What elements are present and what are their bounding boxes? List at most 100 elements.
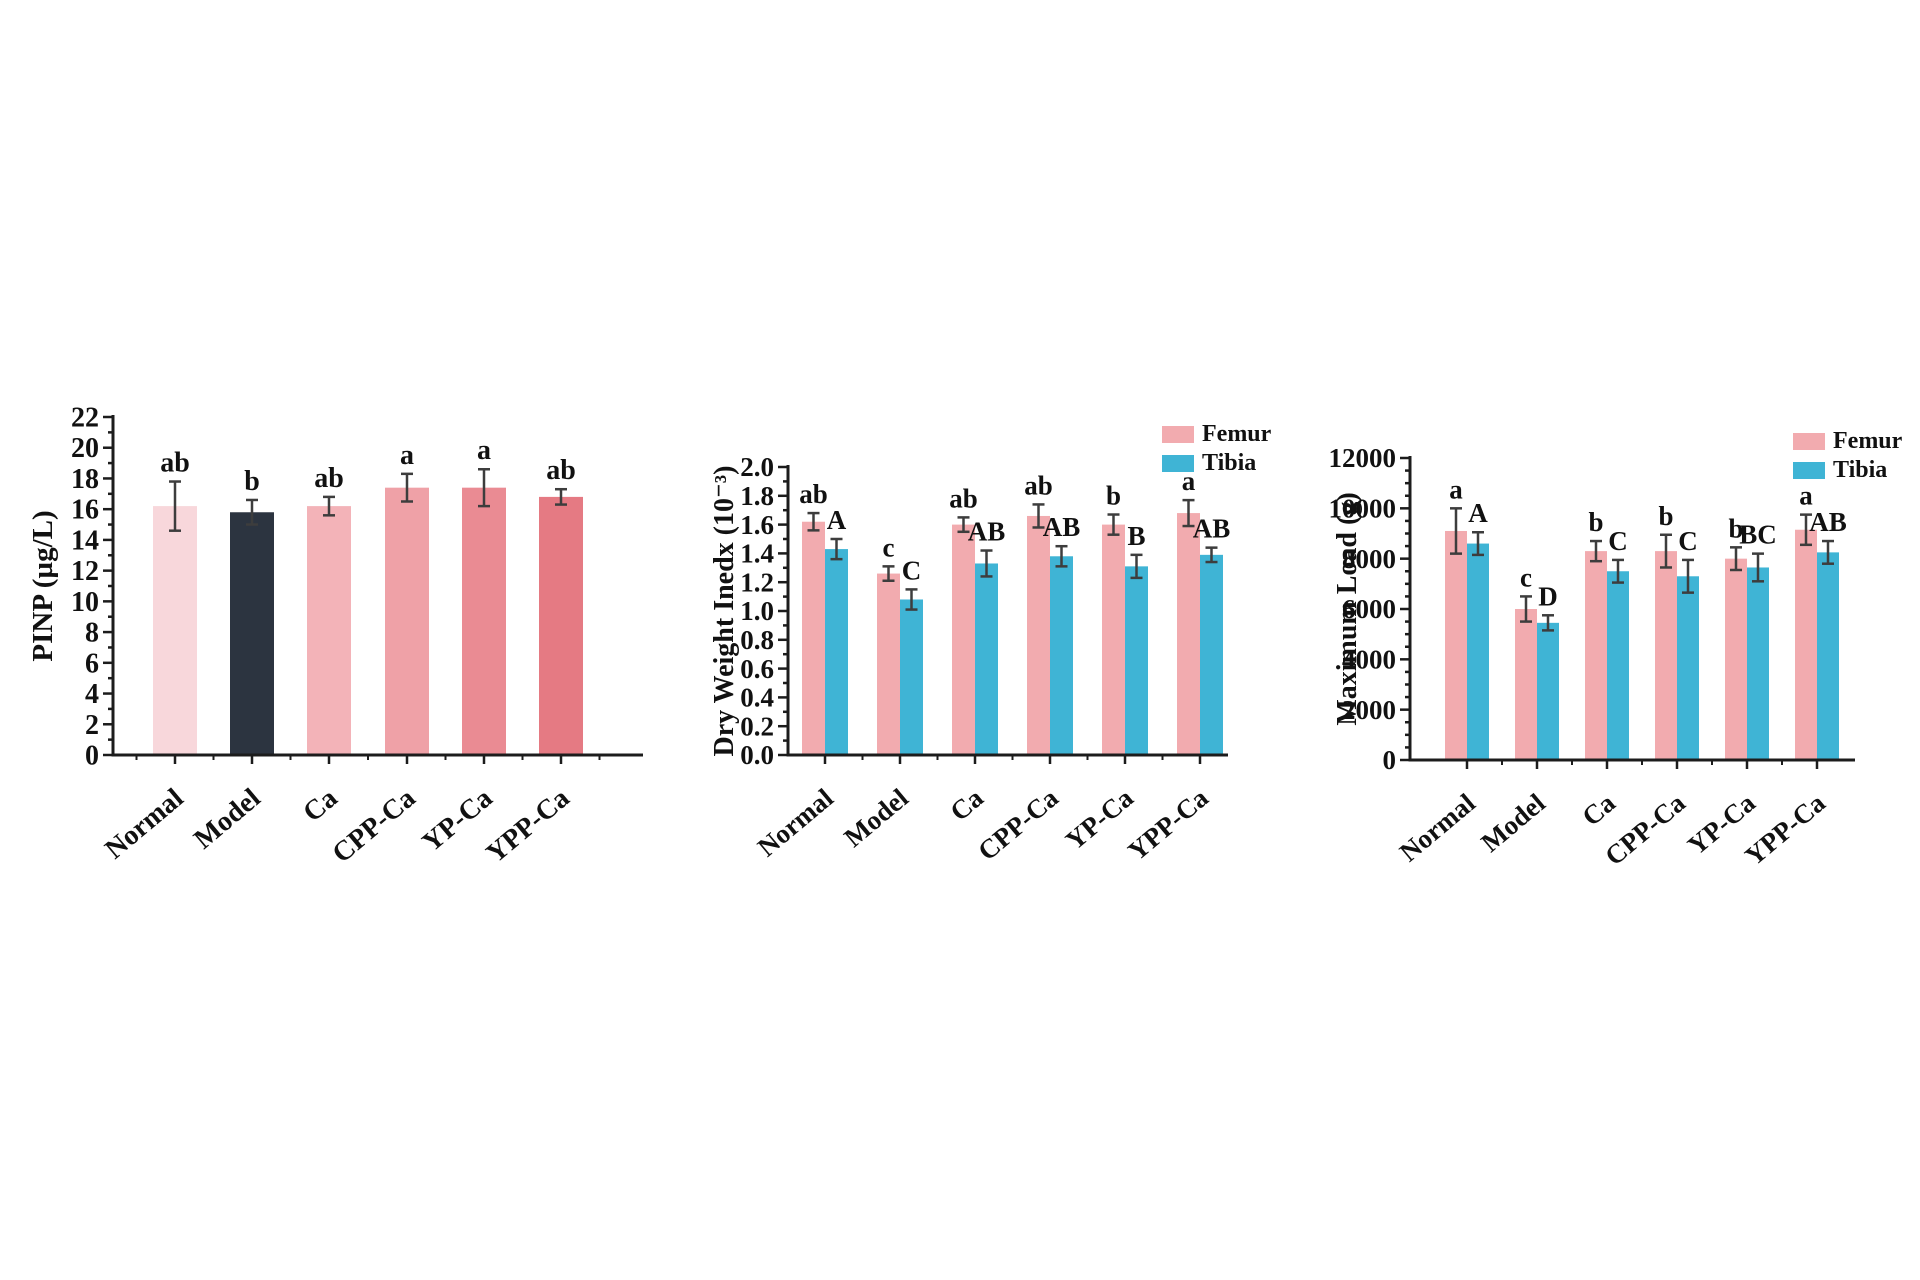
legend: Femur Tibia [1793, 428, 1903, 483]
error-bar-YP-Ca-PINP [478, 467, 490, 508]
error-bar-YPP-Ca-PINP [555, 487, 567, 506]
x-tick-label-Normal: Normal [752, 782, 839, 862]
y-tick-label: 18 [71, 464, 99, 495]
y-tick-label: 1.6 [740, 510, 774, 540]
sig-label-YP-Ca-Femur: b [1106, 481, 1121, 511]
x-tick-label-CPP-Ca: CPP-Ca [972, 782, 1064, 866]
legend-swatch-femur [1162, 426, 1194, 443]
bar-CPP-Ca-Tibia [1677, 576, 1699, 760]
y-tick-label: 2.0 [740, 452, 774, 482]
y-axis-title: Dry Weight Inedx (10⁻³) [709, 466, 740, 757]
sig-label-YP-Ca-Tibia: BC [1739, 520, 1777, 550]
sig-label-Normal-Femur: a [1449, 474, 1463, 504]
bar-Model-Femur [877, 573, 900, 755]
error-bar-Model-Femur [1520, 595, 1532, 623]
legend-label-tibia: Tibia [1833, 457, 1887, 483]
sig-label-Model-Femur: c [1520, 562, 1532, 592]
sig-label-CPP-Ca-Tibia: C [1678, 526, 1698, 556]
error-bar-Normal-Tibia [830, 537, 843, 561]
bar-Normal-Tibia [825, 549, 848, 755]
error-bar-Ca-Femur [1590, 539, 1602, 563]
bar-CPP-Ca-Femur [1027, 515, 1050, 755]
x-tick-label-CPP-Ca: CPP-Ca [327, 783, 422, 870]
bar-YP-Ca-Femur [1725, 558, 1747, 760]
bar-YPP-Ca-Femur [1177, 513, 1200, 755]
error-bar-CPP-Ca-Femur [1660, 533, 1672, 569]
y-tick-label: 8 [85, 618, 99, 649]
sig-label-CPP-Ca-Tibia: AB [1043, 512, 1081, 542]
y-tick-label: 2000 [1342, 695, 1396, 725]
legend-swatch-tibia [1162, 455, 1194, 472]
bar-Ca-Tibia [975, 563, 998, 755]
bar-Model-Tibia [1537, 622, 1559, 760]
x-tick-label-Model: Model [188, 782, 266, 855]
error-bar-CPP-Ca-Tibia [1682, 558, 1694, 594]
sig-label-Ca-Femur: ab [949, 483, 978, 513]
y-tick-label: 0 [85, 741, 99, 772]
error-bar-YP-Ca-Tibia [1130, 553, 1143, 580]
error-bar-Normal-Tibia [1472, 530, 1484, 557]
y-tick-label: 0.8 [740, 625, 774, 655]
y-tick-label: 0.0 [740, 740, 774, 770]
bar-YP-Ca-Femur [1102, 524, 1125, 755]
error-bar-YPP-Ca-Femur [1800, 513, 1812, 547]
sig-label-Normal-Tibia: A [1468, 498, 1488, 528]
bar-Normal-Femur [1445, 530, 1467, 760]
sig-label-Model-Femur: c [883, 532, 895, 562]
bar-Ca-Tibia [1607, 571, 1629, 760]
sig-label-Ca-Femur: b [1588, 507, 1603, 537]
y-tick-label: 2 [85, 710, 99, 741]
bar-Ca-Femur [1585, 551, 1607, 760]
sig-label-YPP-Ca-Femur: a [1799, 481, 1813, 511]
x-tick-label-YPP-Ca: YPP-Ca [1122, 782, 1214, 866]
error-bar-YP-Ca-Tibia [1752, 552, 1764, 583]
x-tick-label-Normal: Normal [99, 782, 189, 865]
x-tick-label-Ca: Ca [297, 783, 343, 829]
y-tick-label: 0 [1383, 745, 1397, 775]
y-tick-label: 16 [71, 495, 99, 526]
sig-label-Model-PINP: b [244, 466, 260, 497]
y-tick-label: 1.0 [740, 596, 774, 626]
sig-label-Ca-Tibia: AB [968, 517, 1006, 547]
bar-YP-Ca-Tibia [1747, 567, 1769, 760]
y-axis-title: Maximum Load (g) [1332, 492, 1363, 725]
bar-Ca-Femur [952, 524, 975, 755]
error-bar-YP-Ca-Femur [1730, 546, 1742, 572]
bar-CPP-Ca-Tibia [1050, 556, 1073, 755]
bar-CPP-Ca-Femur [1655, 551, 1677, 760]
legend-swatch-femur [1793, 433, 1825, 450]
y-tick-label: 8000 [1342, 544, 1396, 574]
bar-YP-Ca-Tibia [1125, 566, 1148, 755]
error-bar-CPP-Ca-Tibia [1055, 544, 1068, 568]
bar-YPP-Ca-PINP [539, 496, 583, 755]
error-bar-Model-Tibia [905, 588, 918, 611]
sig-label-YPP-Ca-Tibia: AB [1809, 507, 1847, 537]
y-tick-label: 4 [85, 679, 99, 710]
y-tick-label: 0.6 [740, 654, 774, 684]
y-tick-label: 0.2 [740, 711, 774, 741]
y-axis-title: PINP (µg/L) [27, 510, 59, 661]
legend-swatch-tibia [1793, 462, 1825, 479]
y-tick-label: 12000 [1329, 443, 1397, 473]
legend-label-femur: Femur [1202, 421, 1272, 447]
sig-label-Normal-Tibia: A [827, 505, 847, 535]
sig-label-Normal-Femur: ab [799, 479, 828, 509]
error-bar-YP-Ca-Femur [1107, 513, 1120, 536]
bar-YPP-Ca-Femur [1795, 529, 1817, 760]
x-tick-label-Ca: Ca [944, 782, 989, 827]
x-tick-label-YPP-Ca: YPP-Ca [1739, 787, 1831, 871]
y-tick-label: 0.4 [740, 683, 774, 713]
sig-label-YP-Ca-Femur: b [1728, 513, 1743, 543]
y-tick-label: 1.4 [740, 539, 774, 569]
error-bar-Model-PINP [246, 498, 258, 526]
bar-YP-Ca-PINP [462, 487, 506, 755]
error-bar-YPP-Ca-Tibia [1822, 539, 1834, 565]
error-bar-Normal-PINP [169, 480, 181, 532]
sig-label-CPP-Ca-Femur: ab [1024, 470, 1053, 500]
bar-YPP-Ca-Tibia [1200, 554, 1223, 755]
bar-Ca-PINP [307, 506, 351, 755]
